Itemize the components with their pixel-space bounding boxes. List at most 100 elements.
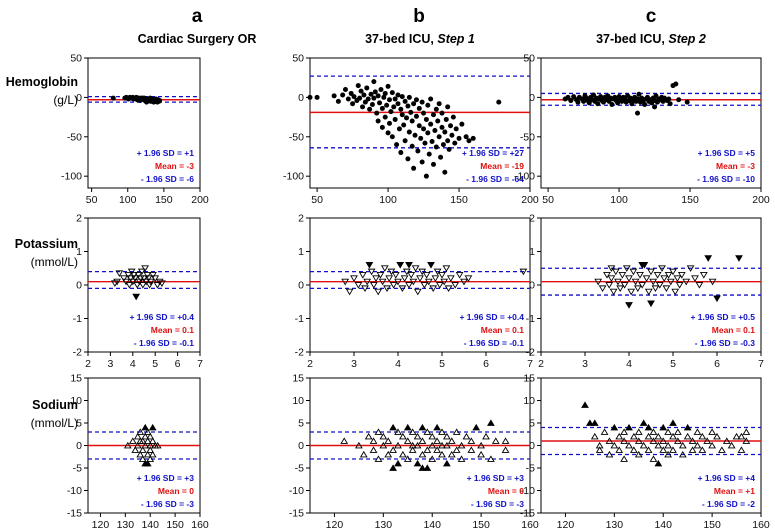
y-tick-label: 50 xyxy=(292,53,304,65)
data-point xyxy=(620,282,629,289)
data-point xyxy=(369,101,375,107)
data-point xyxy=(708,428,716,435)
data-point xyxy=(354,282,363,289)
data-point xyxy=(127,268,136,276)
upper-limit-label: + 1.96 SD = +1 xyxy=(137,148,195,158)
data-point xyxy=(443,116,449,122)
data-point xyxy=(590,419,599,426)
y-tick-label: 2 xyxy=(76,213,82,225)
data-point xyxy=(435,118,441,124)
data-point xyxy=(340,437,349,444)
data-point xyxy=(416,275,424,282)
x-tick-label: 6 xyxy=(714,358,720,370)
data-point xyxy=(425,130,431,136)
data-point xyxy=(433,144,439,150)
mean-label: Mean = -19 xyxy=(480,161,524,171)
data-point xyxy=(398,106,404,112)
y-tick-label: -10 xyxy=(67,485,82,497)
y-tick-label: 0 xyxy=(529,92,535,104)
y-tick-label: -10 xyxy=(289,485,304,497)
x-tick-label: 7 xyxy=(527,358,533,370)
lower-limit-label: - 1.96 SD = -3 xyxy=(141,499,194,509)
data-point xyxy=(141,441,150,449)
data-point xyxy=(408,446,417,453)
column-c-title-em: Step 2 xyxy=(668,32,706,46)
data-point xyxy=(671,288,680,296)
data-point xyxy=(423,116,429,122)
data-point xyxy=(737,432,746,440)
data-point xyxy=(419,159,425,165)
data-point xyxy=(433,423,441,431)
y-tick-label: 0 xyxy=(298,440,304,452)
data-point xyxy=(411,101,417,107)
data-point xyxy=(598,285,607,293)
data-point xyxy=(659,437,668,444)
data-point xyxy=(674,428,682,435)
x-tick-label: 2 xyxy=(307,358,313,370)
x-tick-label: 100 xyxy=(610,194,628,206)
lower-limit-label: - 1.96 SD = -0.1 xyxy=(464,338,525,348)
data-point xyxy=(607,275,616,282)
data-point xyxy=(384,102,390,108)
x-tick-label: 6 xyxy=(175,358,181,370)
data-point xyxy=(649,437,658,444)
data-point xyxy=(457,441,466,449)
x-tick-label: 3 xyxy=(582,358,588,370)
data-point xyxy=(659,446,668,453)
data-point xyxy=(406,94,412,100)
data-point xyxy=(405,261,413,269)
mean-label: Mean = 0.1 xyxy=(481,325,525,335)
data-point xyxy=(157,98,163,104)
lower-limit-label: - 1.96 SD = -2 xyxy=(702,499,755,509)
data-point xyxy=(452,428,461,435)
data-point xyxy=(440,142,446,148)
x-tick-label: 5 xyxy=(439,358,445,370)
data-point xyxy=(364,85,370,91)
data-point xyxy=(436,101,442,107)
data-point xyxy=(433,268,442,276)
data-point xyxy=(411,265,420,272)
data-point xyxy=(411,165,417,171)
data-point xyxy=(669,268,677,276)
data-point xyxy=(412,132,418,138)
data-point xyxy=(144,275,153,282)
data-point xyxy=(143,428,152,435)
data-point xyxy=(625,275,633,282)
lower-limit-label: - 1.96 SD = -10 xyxy=(697,174,755,184)
data-point xyxy=(402,98,408,104)
data-point xyxy=(122,278,130,286)
data-point xyxy=(416,123,422,129)
data-point xyxy=(385,275,394,282)
data-point xyxy=(430,161,436,167)
x-tick-label: 50 xyxy=(86,194,98,206)
column-a-letter: a xyxy=(192,6,203,27)
row-hemoglobin-name: Hemoglobin xyxy=(6,75,78,89)
data-point xyxy=(463,134,469,140)
data-point xyxy=(666,96,672,102)
data-point xyxy=(742,437,751,444)
data-point xyxy=(703,437,712,444)
x-tick-label: 200 xyxy=(752,194,770,206)
data-point xyxy=(452,140,458,146)
data-point xyxy=(611,268,620,276)
data-point xyxy=(673,81,679,87)
data-point xyxy=(146,455,155,462)
data-point xyxy=(464,275,473,282)
data-point xyxy=(742,428,751,435)
data-point xyxy=(615,446,624,453)
data-point xyxy=(447,450,456,458)
data-point xyxy=(399,94,405,100)
data-point xyxy=(398,285,407,293)
y-tick-label: 50 xyxy=(523,53,535,65)
data-point xyxy=(631,278,640,286)
data-point xyxy=(649,278,658,286)
data-point xyxy=(652,104,658,110)
data-point xyxy=(403,423,412,431)
y-tick-label: 5 xyxy=(298,418,304,430)
data-point xyxy=(155,278,164,286)
data-point xyxy=(677,272,686,279)
y-tick-label: -10 xyxy=(520,485,535,497)
data-point xyxy=(340,92,346,98)
y-tick-label: -50 xyxy=(289,131,304,143)
